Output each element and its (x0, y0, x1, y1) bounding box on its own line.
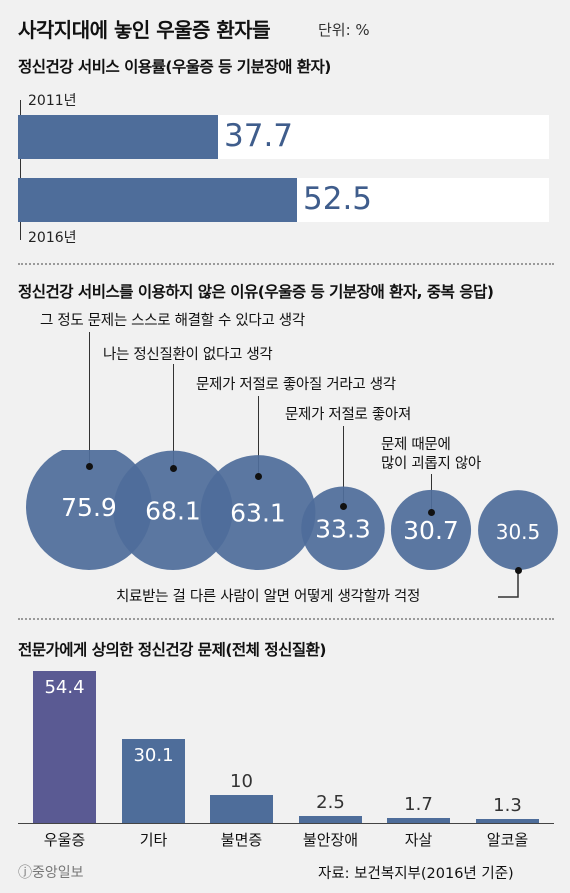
bar-value-2016: 52.5 (303, 181, 373, 217)
source-note: 자료: 보건복지부(2016년 기준) (318, 866, 514, 882)
column-5 (387, 818, 450, 823)
publisher-logo: ⓙ중앙일보 (18, 865, 84, 881)
column-value-4: 2.5 (316, 792, 345, 813)
column-6 (476, 819, 539, 823)
column-label-4: 불안장애 (302, 831, 359, 849)
reason-label-6: 치료받는 걸 다른 사람이 알면 어떻게 생각할까 걱정 (116, 589, 421, 605)
bubble-2 (113, 450, 233, 570)
section1-title: 정신건강 서비스 이용률(우울증 등 기분장애 환자) (18, 58, 331, 76)
column-value-1: 54.4 (44, 677, 85, 698)
year-label-2011: 2011년 (28, 93, 77, 109)
leader-line-2 (173, 364, 174, 468)
page-title: 사각지대에 놓인 우울증 환자들 (18, 18, 271, 42)
column-label-2: 기타 (139, 831, 168, 849)
bubble-value-2: 68.1 (145, 496, 201, 525)
bubble-value-3: 63.1 (230, 499, 286, 528)
leader-line-6 (498, 570, 519, 598)
bubble-6 (478, 490, 558, 570)
leader-dot-3 (255, 473, 262, 480)
reason-label-2: 나는 정신질환이 없다고 생각 (103, 347, 273, 363)
column-label-3: 불면증 (220, 831, 263, 849)
leader-dot-4 (340, 503, 347, 510)
column-3 (210, 795, 273, 823)
reason-label-5a: 문제 때문에 (381, 437, 451, 453)
bar-2011 (18, 115, 218, 159)
bar-2016 (18, 178, 297, 222)
reason-label-1: 그 정도 문제는 스스로 해결할 수 있다고 생각 (40, 313, 305, 329)
bubble-5 (390, 489, 472, 570)
column-label-6: 알코올 (486, 831, 529, 849)
divider-2 (18, 618, 554, 620)
column-2 (122, 739, 185, 823)
bubble-value-6: 30.5 (496, 520, 541, 544)
section3-title: 전문가에게 상의한 정신건강 문제(전체 정신질환) (18, 641, 326, 659)
leader-dot-1 (86, 463, 93, 470)
column-4 (299, 816, 362, 823)
column-value-5: 1.7 (404, 794, 433, 815)
leader-dot-2 (170, 465, 177, 472)
leader-line-4 (343, 426, 344, 506)
bar-value-2011: 37.7 (224, 118, 294, 154)
column-label-5: 자살 (404, 831, 433, 849)
bubble-1 (26, 450, 152, 570)
section2-title: 정신건강 서비스를 이용하지 않은 이유(우울증 등 기분장애 환자, 중복 응… (18, 283, 494, 301)
column-label-1: 우울증 (43, 831, 86, 849)
reason-label-3: 문제가 저절로 좋아질 거라고 생각 (196, 377, 396, 393)
bubble-4 (301, 486, 385, 570)
year-axis-line (20, 100, 21, 240)
column-value-6: 1.3 (493, 795, 522, 816)
leader-dot-6 (515, 567, 522, 574)
reason-label-4: 문제가 저절로 좋아져 (285, 407, 411, 423)
bubble-value-5: 30.7 (403, 516, 459, 545)
column-baseline (18, 823, 554, 824)
leader-line-3 (258, 396, 259, 476)
leader-dot-5 (428, 509, 435, 516)
bubble-value-4: 33.3 (315, 514, 371, 543)
leader-line-1 (89, 332, 90, 466)
column-value-2: 30.1 (133, 745, 174, 766)
bubble-value-1: 75.9 (61, 493, 117, 522)
reason-label-5b: 많이 괴롭지 않아 (381, 456, 481, 472)
divider-1 (18, 263, 554, 265)
column-value-3: 10 (230, 771, 253, 792)
column-1 (33, 671, 96, 823)
bubble-chart: 75.9 68.1 63.1 33.3 30.7 30.5 (26, 450, 558, 598)
bubble-3 (200, 455, 316, 570)
year-label-2016: 2016년 (28, 230, 77, 246)
unit-label: 단위: % (318, 21, 370, 39)
